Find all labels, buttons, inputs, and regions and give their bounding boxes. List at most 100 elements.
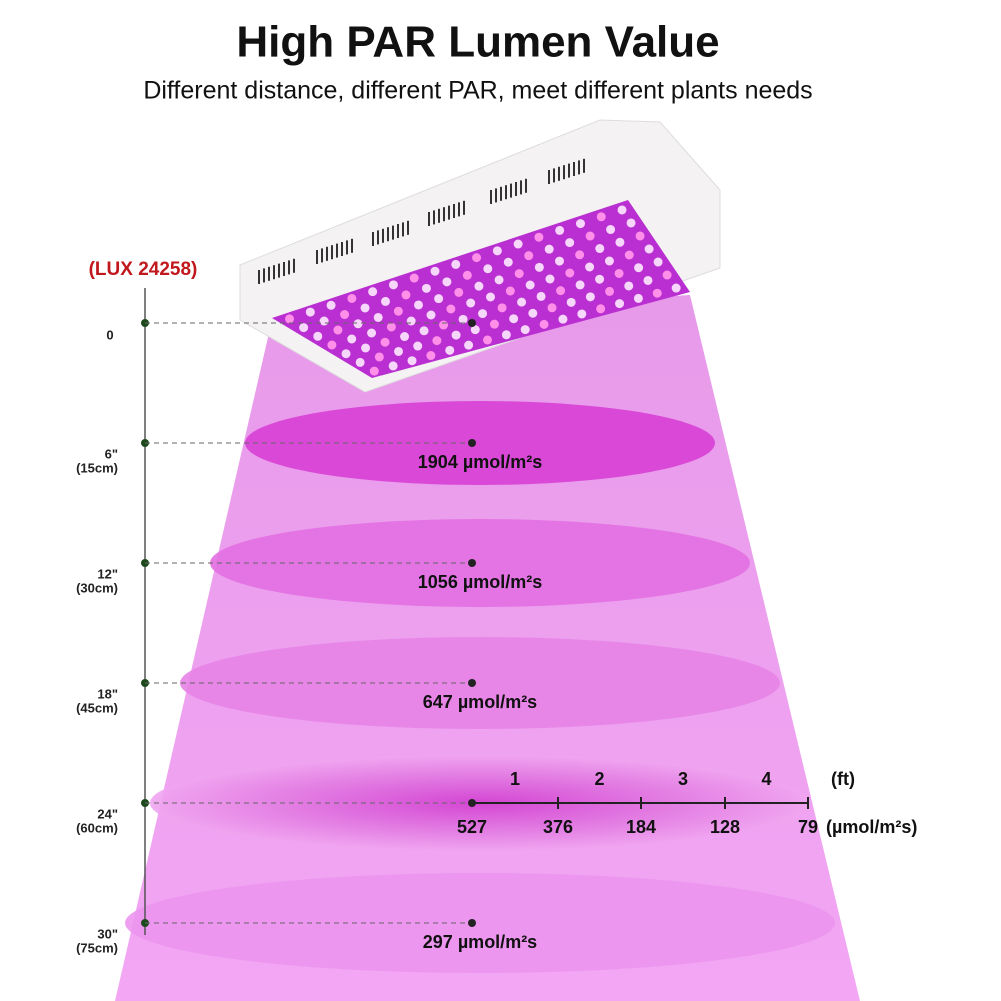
led xyxy=(513,239,523,249)
vent xyxy=(273,265,275,280)
led xyxy=(596,304,606,314)
feet-label: 3 xyxy=(678,769,688,789)
feet-label: 1 xyxy=(510,769,520,789)
led xyxy=(478,309,488,319)
led xyxy=(545,274,555,284)
led xyxy=(388,280,398,290)
led xyxy=(299,323,309,333)
distance-label: 18" xyxy=(97,686,118,701)
vent xyxy=(346,240,348,255)
led xyxy=(326,300,336,310)
led xyxy=(534,232,544,242)
vent xyxy=(407,220,409,235)
led xyxy=(285,314,295,324)
led xyxy=(585,231,595,241)
led xyxy=(373,312,383,322)
led xyxy=(472,253,482,263)
metric-label: (15cm) xyxy=(76,460,118,475)
led xyxy=(492,246,502,256)
led xyxy=(652,288,662,298)
led xyxy=(644,244,654,254)
led xyxy=(432,336,442,346)
vent xyxy=(372,232,374,246)
par-value: 1904 µmol/m²s xyxy=(418,452,542,472)
led xyxy=(595,274,605,284)
led xyxy=(406,316,416,326)
led xyxy=(497,303,507,313)
led xyxy=(313,331,323,341)
vent xyxy=(553,168,555,183)
led xyxy=(565,268,575,278)
led xyxy=(347,334,357,344)
light-spot xyxy=(180,637,780,729)
led xyxy=(539,319,549,329)
vent xyxy=(448,205,450,220)
led xyxy=(671,283,681,293)
led xyxy=(464,340,474,350)
led xyxy=(426,310,436,320)
led xyxy=(596,212,606,222)
led xyxy=(606,225,616,235)
metric-label: (45cm) xyxy=(76,700,118,715)
led xyxy=(615,237,625,247)
led xyxy=(624,281,634,291)
led xyxy=(361,343,371,353)
led xyxy=(486,292,495,302)
light-spot xyxy=(245,401,715,485)
led xyxy=(367,328,377,338)
led xyxy=(445,345,455,355)
led xyxy=(626,218,636,228)
led xyxy=(494,275,504,285)
vent xyxy=(263,268,265,283)
led xyxy=(386,322,396,332)
led xyxy=(605,286,615,296)
vent xyxy=(331,245,333,260)
vent xyxy=(568,163,570,178)
led xyxy=(369,366,379,376)
led xyxy=(340,310,350,320)
led xyxy=(566,297,576,307)
led xyxy=(585,292,595,302)
led xyxy=(413,341,423,351)
led xyxy=(643,275,653,285)
led xyxy=(534,262,544,272)
vent xyxy=(453,204,455,218)
vent xyxy=(283,262,285,276)
led xyxy=(393,306,403,316)
led xyxy=(509,314,519,324)
led xyxy=(407,356,417,366)
vent xyxy=(495,188,497,203)
led xyxy=(439,320,449,330)
led xyxy=(503,257,513,267)
vent xyxy=(382,228,384,243)
feet-label: 2 xyxy=(594,769,604,789)
vent xyxy=(500,186,502,201)
vent xyxy=(433,210,435,225)
led xyxy=(319,316,329,326)
vent xyxy=(458,202,460,217)
led xyxy=(451,330,461,340)
led xyxy=(414,300,423,310)
led xyxy=(454,287,464,297)
led xyxy=(474,281,484,291)
led xyxy=(327,340,337,350)
led xyxy=(426,351,436,361)
led xyxy=(353,319,363,329)
led xyxy=(470,325,480,335)
vent xyxy=(321,248,323,263)
vent xyxy=(336,243,338,258)
feet-unit: (ft) xyxy=(831,769,855,789)
vent xyxy=(377,230,379,245)
vent xyxy=(490,190,492,204)
vent xyxy=(402,222,404,237)
led xyxy=(520,325,530,335)
led xyxy=(577,309,587,319)
led xyxy=(565,238,575,248)
lux-label: (LUX 24258) xyxy=(89,259,198,280)
led xyxy=(653,257,663,267)
led xyxy=(442,277,452,287)
metric-label: (30cm) xyxy=(76,580,118,595)
led xyxy=(381,296,391,306)
vent xyxy=(351,238,353,253)
